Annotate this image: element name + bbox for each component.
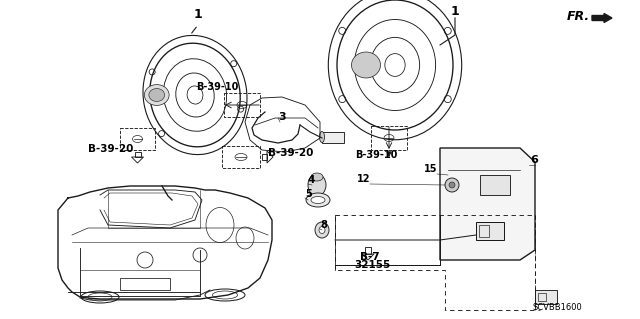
- Bar: [480, 175, 510, 195]
- Bar: [538, 293, 546, 301]
- Circle shape: [445, 178, 459, 192]
- Ellipse shape: [351, 52, 381, 78]
- Bar: [535, 290, 557, 304]
- Text: 8: 8: [320, 220, 327, 230]
- Text: 1: 1: [194, 8, 202, 21]
- Ellipse shape: [311, 197, 325, 204]
- Text: SCVBB1600: SCVBB1600: [532, 303, 582, 312]
- Polygon shape: [440, 148, 535, 260]
- Ellipse shape: [319, 226, 325, 234]
- FancyArrow shape: [592, 13, 612, 23]
- Ellipse shape: [306, 193, 330, 207]
- Text: B-39-20: B-39-20: [88, 144, 133, 154]
- Bar: [371, 126, 407, 150]
- Text: 4: 4: [308, 175, 316, 185]
- Bar: [322, 132, 344, 143]
- Bar: [120, 278, 170, 290]
- Bar: [134, 152, 141, 157]
- Ellipse shape: [319, 131, 324, 143]
- Bar: [262, 154, 267, 160]
- Text: 15: 15: [424, 164, 438, 174]
- Text: B-39-20: B-39-20: [268, 148, 314, 158]
- Text: 1: 1: [451, 5, 460, 18]
- Text: FR.: FR.: [567, 10, 590, 23]
- Ellipse shape: [145, 85, 169, 105]
- Bar: [365, 247, 371, 254]
- Bar: [479, 225, 489, 237]
- Text: B-39-10: B-39-10: [196, 82, 238, 92]
- Text: 6: 6: [530, 155, 538, 165]
- Text: 32155: 32155: [354, 260, 390, 270]
- Text: B-39-10: B-39-10: [355, 150, 397, 160]
- Bar: [224, 93, 260, 117]
- Text: 3: 3: [278, 112, 285, 122]
- Ellipse shape: [308, 174, 326, 196]
- Bar: [120, 128, 155, 150]
- Text: 5: 5: [305, 189, 312, 199]
- Ellipse shape: [315, 222, 329, 238]
- Text: 12: 12: [357, 174, 371, 184]
- Ellipse shape: [149, 88, 164, 101]
- Circle shape: [449, 182, 455, 188]
- Bar: [222, 146, 260, 168]
- Bar: [476, 222, 504, 240]
- Ellipse shape: [311, 173, 323, 181]
- Text: B-7: B-7: [360, 252, 380, 262]
